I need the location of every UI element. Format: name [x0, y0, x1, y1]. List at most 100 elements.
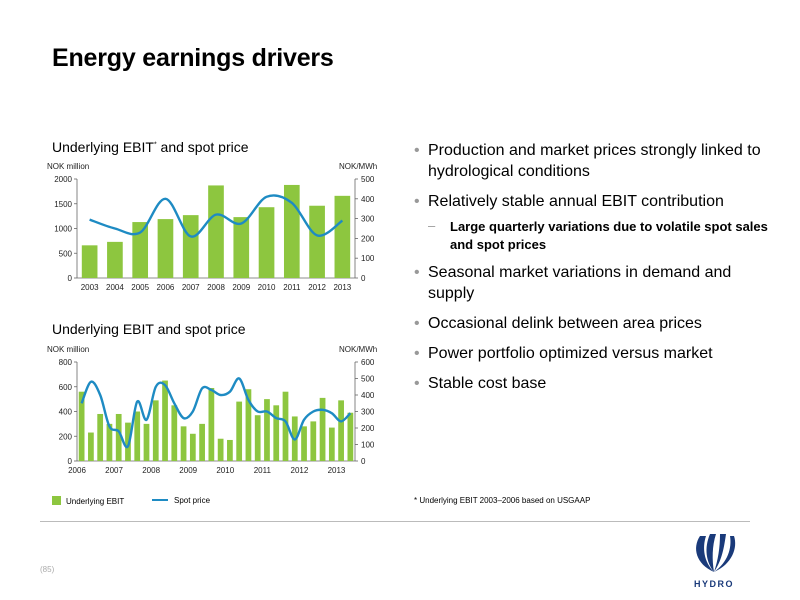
left-axis-tick-label: 1000: [54, 225, 72, 234]
page-title: Energy earnings drivers: [52, 44, 334, 72]
ebit-bar: [254, 415, 261, 461]
ebit-bar: [328, 427, 335, 461]
right-axis-tick-label: 300: [361, 215, 375, 224]
left-axis-tick-label: 2000: [54, 175, 72, 184]
x-axis-tick-label: 2004: [106, 283, 124, 292]
bullet-list: Production and market prices strongly li…: [414, 140, 774, 403]
hydro-logo-text: HYDRO: [693, 579, 734, 589]
legend-item-spot-price: Spot price: [152, 496, 210, 505]
ebit-bar: [273, 405, 280, 461]
ebit-bar: [171, 405, 178, 461]
ebit-bar: [245, 389, 252, 461]
x-axis-tick-label: 2003: [81, 283, 99, 292]
x-axis-tick-label: 2011: [254, 466, 272, 475]
legend-bar-swatch: [52, 496, 61, 505]
right-axis-unit-label: NOK/MWh: [339, 345, 377, 354]
ebit-bar: [217, 438, 224, 461]
x-axis-tick-label: 2011: [283, 283, 301, 292]
spot-price-line: [80, 377, 352, 449]
right-axis-tick-label: 200: [361, 424, 375, 433]
left-axis-tick-label: 500: [59, 249, 73, 258]
ebit-bar: [233, 217, 250, 278]
ebit-bar: [182, 215, 199, 278]
ebit-bar: [125, 422, 131, 461]
ebit-bar: [208, 387, 215, 461]
left-axis-tick-label: 0: [68, 457, 73, 466]
hydro-logo: HYDRO: [690, 532, 738, 594]
page-number: (85): [40, 565, 55, 574]
left-axis-unit-label: NOK million: [47, 345, 89, 354]
ebit-bar: [264, 399, 270, 461]
right-axis-tick-label: 0: [361, 274, 366, 283]
ebit-bar: [227, 439, 233, 461]
quarterly-ebit-chart: NOK million NOK/MWh 0 200 400 600 800 0 100 200 30…: [47, 345, 377, 475]
right-axis-tick-label: 100: [361, 441, 375, 450]
ebit-bar: [81, 245, 98, 278]
annual-chart-title-footnote-mark: *: [153, 141, 157, 149]
annual-chart-title-main: Underlying EBIT: [52, 139, 154, 155]
x-axis-tick-label: 2012: [308, 283, 326, 292]
right-axis-tick-label: 200: [361, 234, 375, 243]
right-axis-tick-label: 100: [361, 254, 375, 263]
annual-chart-title-rest: and spot price: [156, 139, 249, 155]
legend-bar-label: Underlying EBIT: [66, 497, 125, 506]
footer-divider: [40, 521, 750, 522]
ebit-bar: [162, 380, 168, 461]
ebit-bar: [106, 423, 113, 461]
left-axis-tick-label: 600: [59, 383, 73, 392]
ebit-bar: [157, 219, 174, 278]
right-axis-tick-label: 400: [361, 195, 375, 204]
ebit-bar: [319, 397, 326, 461]
right-axis-tick-label: 500: [361, 375, 375, 384]
spot-price-line: [89, 194, 344, 238]
ebit-bar: [107, 241, 123, 278]
legend-line-swatch: [152, 499, 168, 501]
ebit-bar: [180, 426, 187, 461]
ebit-bar: [347, 412, 354, 461]
x-axis-tick-label: 2007: [182, 283, 200, 292]
x-axis-tick-label: 2009: [179, 466, 197, 475]
hydro-logo-icon: [696, 534, 736, 572]
right-axis-tick-label: 0: [361, 457, 366, 466]
bullet-item: Seasonal market variations in demand and…: [414, 262, 774, 304]
ebit-bar: [301, 426, 307, 461]
ebit-bar: [152, 400, 159, 461]
x-axis-tick-label: 2007: [105, 466, 123, 475]
ebit-bar: [338, 400, 344, 461]
ebit-bar: [309, 205, 325, 278]
annual-ebit-chart: NOK million NOK/MWh 0 500 1000 1500 2000 0 100 20…: [47, 162, 377, 292]
ebit-bar: [189, 433, 196, 461]
left-axis-tick-label: 0: [68, 274, 73, 283]
x-axis-tick-label: 2006: [68, 466, 86, 475]
x-axis-tick-label: 2008: [207, 283, 225, 292]
ebit-bar: [78, 391, 85, 461]
ebit-bar: [115, 413, 122, 461]
ebit-bar: [134, 411, 141, 461]
annual-chart-title: Underlying EBIT* and spot price: [52, 139, 249, 155]
left-axis-tick-label: 1500: [54, 200, 72, 209]
bullet-item: Relatively stable annual EBIT contributi…: [414, 191, 774, 212]
right-axis-tick-label: 300: [361, 408, 375, 417]
x-axis-tick-label: 2012: [291, 466, 309, 475]
footnote: * Underlying EBIT 2003–2006 based on USG…: [414, 496, 591, 505]
ebit-bar: [334, 195, 351, 278]
bullet-item: Occasional delink between area prices: [414, 313, 774, 334]
left-axis-tick-label: 400: [59, 408, 73, 417]
x-axis-tick-label: 2010: [258, 283, 276, 292]
bullet-item: Power portfolio optimized versus market: [414, 343, 774, 364]
sub-bullet-item: Large quarterly variations due to volati…: [428, 217, 774, 254]
right-axis-unit-label: NOK/MWh: [339, 162, 377, 171]
legend-item-underlying-ebit: Underlying EBIT: [52, 496, 124, 506]
quarterly-chart-title: Underlying EBIT and spot price: [52, 321, 246, 337]
x-axis-tick-label: 2008: [142, 466, 160, 475]
bullet-item: Stable cost base: [414, 373, 774, 394]
x-axis-tick-label: 2013: [333, 283, 351, 292]
right-axis-tick-label: 500: [361, 175, 375, 184]
right-axis-tick-label: 400: [361, 391, 375, 400]
ebit-bar: [199, 423, 205, 461]
ebit-bar: [310, 421, 317, 461]
ebit-bar: [132, 222, 149, 278]
x-axis-tick-label: 2006: [157, 283, 175, 292]
ebit-bar: [97, 413, 104, 461]
ebit-bar: [143, 423, 150, 461]
